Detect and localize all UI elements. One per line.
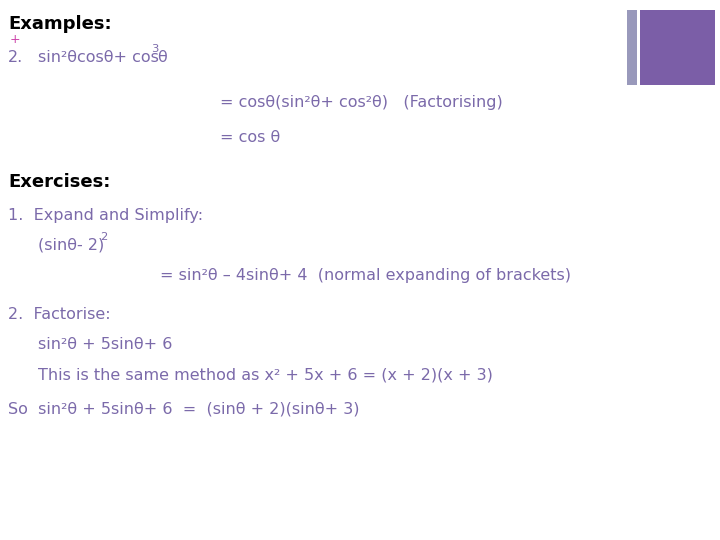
Bar: [627, 10, 637, 85]
Text: = sin²θ – 4sinθ+ 4  (normal expanding of brackets): = sin²θ – 4sinθ+ 4 (normal expanding of …: [160, 268, 571, 283]
Text: (sinθ- 2): (sinθ- 2): [38, 238, 104, 253]
Text: 1.  Expand and Simplify:: 1. Expand and Simplify:: [8, 208, 203, 223]
Text: +: +: [10, 33, 21, 46]
Text: 3: 3: [151, 44, 159, 54]
Text: sin²θcosθ+ cos: sin²θcosθ+ cos: [38, 50, 159, 65]
Text: 2.: 2.: [8, 50, 23, 65]
Text: 2: 2: [100, 232, 107, 242]
Text: sin²θ + 5sinθ+ 6: sin²θ + 5sinθ+ 6: [38, 337, 172, 352]
Bar: [640, 10, 715, 85]
Text: Examples:: Examples:: [8, 15, 112, 33]
Text: 2.  Factorise:: 2. Factorise:: [8, 307, 111, 322]
Text: θ: θ: [157, 50, 167, 65]
Text: = cosθ(sin²θ+ cos²θ)   (Factorising): = cosθ(sin²θ+ cos²θ) (Factorising): [220, 95, 503, 110]
Text: This is the same method as x² + 5x + 6 = (x + 2)(x + 3): This is the same method as x² + 5x + 6 =…: [38, 367, 493, 382]
Text: Exercises:: Exercises:: [8, 173, 110, 191]
Text: = cos θ: = cos θ: [220, 130, 280, 145]
Text: So  sin²θ + 5sinθ+ 6  =  (sinθ + 2)(sinθ+ 3): So sin²θ + 5sinθ+ 6 = (sinθ + 2)(sinθ+ 3…: [8, 402, 359, 417]
